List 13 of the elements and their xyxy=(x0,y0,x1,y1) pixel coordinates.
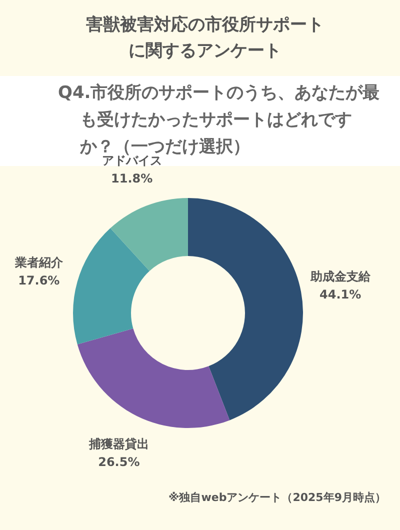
text: ※独自webアンケート（2025年9月時点） xyxy=(168,490,386,505)
chart-title: 害獣被害対応の市役所サポートに関するアンケート xyxy=(85,14,325,63)
slice-label: 業者紹介 xyxy=(14,256,64,270)
data-label: 26.5% xyxy=(98,454,140,469)
slice-label: 捕獲器貸出 xyxy=(88,436,149,451)
slice-label: 助成金支給 xyxy=(309,269,372,284)
data-label: 11.8% xyxy=(111,172,153,186)
data-label: 44.1% xyxy=(320,287,362,302)
data-label: 17.6% xyxy=(18,274,60,288)
donut-slice xyxy=(77,328,230,428)
donut-slice xyxy=(188,198,303,420)
donut-slice xyxy=(110,198,188,271)
donut-slice xyxy=(73,228,150,344)
